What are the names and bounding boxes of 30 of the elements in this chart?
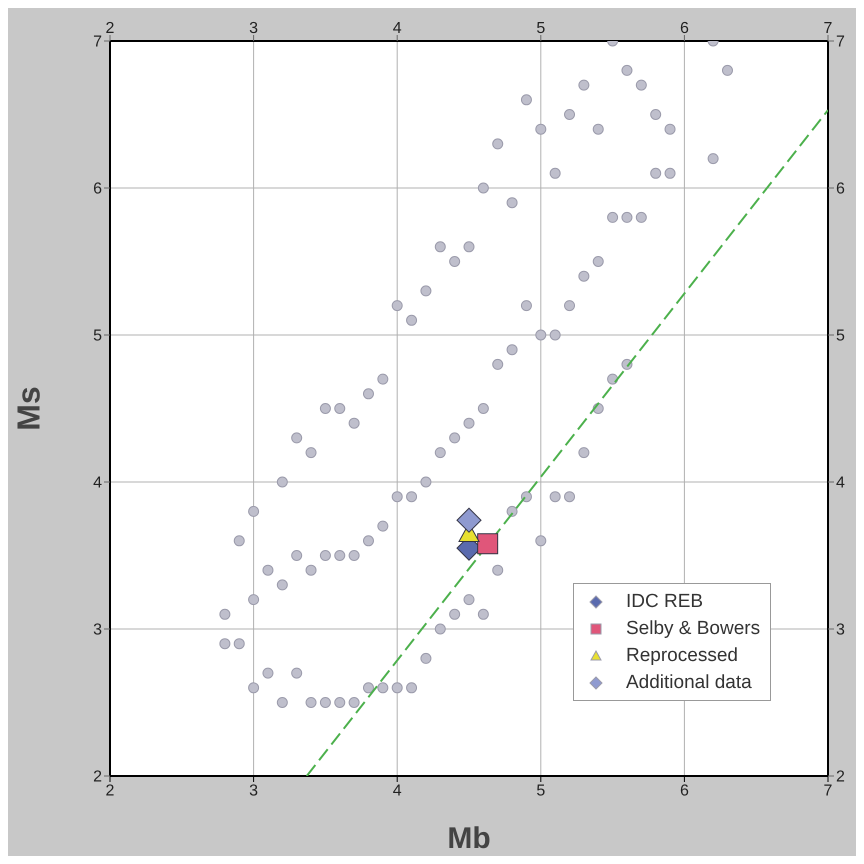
legend-label: Selby & Bowers [626, 618, 760, 640]
x-tick-label: 3 [249, 20, 258, 37]
y2-tick-label: 3 [836, 622, 845, 639]
y-tick-label: 5 [93, 328, 102, 345]
legend-label: IDC REB [626, 590, 704, 612]
x-tick-label: 5 [536, 20, 546, 37]
x2-tick-label: 4 [392, 782, 402, 800]
y-tick-label: 2 [93, 768, 102, 786]
x2-tick-label: 7 [824, 782, 833, 800]
x-tick-label: 7 [824, 20, 833, 37]
y-axis-title: Ms [10, 386, 46, 431]
x-tick-label: 6 [680, 20, 689, 37]
y-tick-label: 3 [93, 622, 102, 639]
y2-tick-label: 2 [836, 768, 845, 786]
x2-tick-label: 3 [249, 782, 258, 800]
y-tick-label: 6 [93, 180, 102, 198]
y2-tick-label: 4 [836, 474, 845, 492]
legend-label: Additional data [626, 672, 752, 694]
y2-tick-label: 6 [836, 180, 845, 198]
x2-tick-label: 2 [106, 782, 115, 800]
y-tick-label: 4 [93, 474, 102, 492]
y2-tick-label: 5 [836, 328, 845, 345]
y2-tick-label: 7 [836, 34, 845, 51]
x-tick-label: 2 [106, 20, 115, 37]
legend-label: Reprocessed [626, 644, 738, 666]
y-tick-label: 7 [93, 34, 102, 51]
x2-tick-label: 5 [536, 782, 546, 800]
x-axis-title: Mb [447, 822, 491, 855]
x-tick-label: 4 [392, 20, 402, 37]
x2-tick-label: 6 [680, 782, 689, 800]
